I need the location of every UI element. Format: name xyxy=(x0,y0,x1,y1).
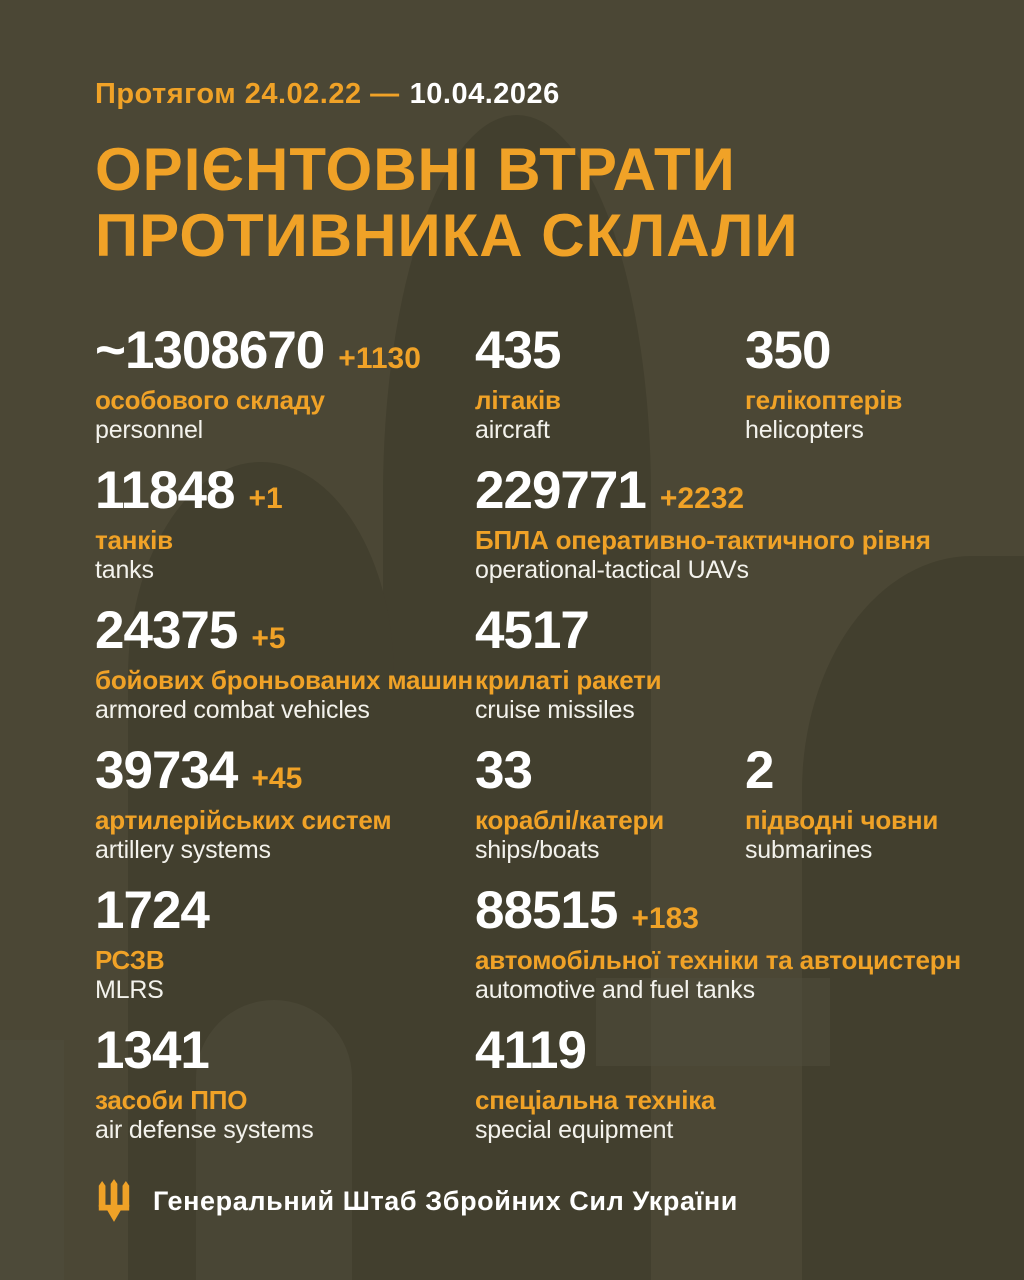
stat-label-uk: БПЛА оперативно-тактичного рівня xyxy=(475,525,931,555)
stat-number-row: 1341 xyxy=(95,1023,475,1079)
stat-label-uk: особового складу xyxy=(95,385,325,415)
stat-block: 2 підводні човни submarines xyxy=(745,743,1004,866)
stat-value: 39734 xyxy=(95,741,238,800)
stat-value: 350 xyxy=(745,321,831,380)
stat-delta: +183 xyxy=(631,902,699,935)
stat-value: 4517 xyxy=(475,601,590,660)
stat-value: 229771 xyxy=(475,461,647,520)
stat-block: 4119 спеціальна техніка special equipmen… xyxy=(475,1023,1004,1146)
stat-block: 1341 засоби ППО air defense systems xyxy=(95,1023,475,1146)
stat-label-uk: РСЗВ xyxy=(95,945,165,975)
stat-block: 1724 РСЗВ MLRS xyxy=(95,883,475,1006)
stat-block: 4517 крилаті ракети cruise missiles xyxy=(475,603,1004,726)
stat-number-row: 4517 xyxy=(475,603,1004,659)
stat-number-row: 350 xyxy=(745,323,1004,379)
stat-label-uk: автомобільної техніки та автоцистерн xyxy=(475,945,961,975)
stat-label-uk: підводні човни xyxy=(745,805,939,835)
stat-label-en: operational-tactical UAVs xyxy=(475,556,749,584)
footer-org: Генеральний Штаб Збройних Сил України xyxy=(153,1185,738,1216)
stat-label-en: tanks xyxy=(95,556,154,584)
stat-label-en: submarines xyxy=(745,836,873,864)
stat-label-en: artillery systems xyxy=(95,836,271,864)
stat-label-en: MLRS xyxy=(95,976,164,1004)
stat-number-row: 4119 xyxy=(475,1023,1004,1079)
stat-value: 88515 xyxy=(475,881,618,940)
stat-label-uk: кораблі/катери xyxy=(475,805,665,835)
stat-label-en: helicopters xyxy=(745,416,864,444)
stat-delta: +1 xyxy=(248,482,283,515)
stat-block: 350 гелікоптерів helicopters xyxy=(745,323,1004,446)
stat-value: 1341 xyxy=(95,1021,210,1080)
stat-label-en: automotive and fuel tanks xyxy=(475,976,755,1004)
stat-number-row: ~1308670 +1130 xyxy=(95,323,475,379)
stat-value: 4119 xyxy=(475,1021,587,1080)
background-light-strip xyxy=(0,1040,64,1280)
stat-label-uk: гелікоптерів xyxy=(745,385,903,415)
stat-block: 229771 +2232 БПЛА оперативно-тактичного … xyxy=(475,463,1004,586)
stat-label-uk: бойових броньованих машин xyxy=(95,665,474,695)
background-light-patch xyxy=(596,978,830,1066)
content-area: Протягом 24.02.22 — 10.04.2026 ОРІЄНТОВН… xyxy=(95,78,1004,1223)
stat-number-row: 33 xyxy=(475,743,745,799)
page-title-line2: ПРОТИВНИКА СКЛАЛИ xyxy=(95,202,799,269)
stat-label-uk: танків xyxy=(95,525,173,555)
stat-label-uk: літаків xyxy=(475,385,561,415)
stat-value: ~1308670 xyxy=(95,321,325,380)
stat-label-en: cruise missiles xyxy=(475,696,635,724)
stat-value: 24375 xyxy=(95,601,238,660)
period-line: Протягом 24.02.22 — 10.04.2026 xyxy=(95,78,1004,111)
stat-number-row: 88515 +183 xyxy=(475,883,1004,939)
stat-delta: +45 xyxy=(251,762,303,795)
background-trident-center-prong xyxy=(383,115,651,1280)
stat-number-row: 39734 +45 xyxy=(95,743,475,799)
stat-label-en: air defense systems xyxy=(95,1116,314,1144)
period-label: Протягом 24.02.22 — xyxy=(95,78,400,110)
stat-block: 11848 +1 танків tanks xyxy=(95,463,475,586)
stat-label-uk: спеціальна техніка xyxy=(475,1085,716,1115)
stat-label-en: personnel xyxy=(95,416,204,444)
stat-block: 39734 +45 артилерійських систем artiller… xyxy=(95,743,475,866)
stat-number-row: 2 xyxy=(745,743,1004,799)
stat-label-en: armored combat vehicles xyxy=(95,696,370,724)
current-date: 10.04.2026 xyxy=(409,78,560,110)
stat-block: 435 літаків aircraft xyxy=(475,323,745,446)
stat-value: 1724 xyxy=(95,881,210,940)
stat-delta: +1130 xyxy=(338,342,421,375)
stat-label-en: special equipment xyxy=(475,1116,674,1144)
stat-label-uk: крилаті ракети xyxy=(475,665,662,695)
stat-block: ~1308670 +1130 особового складу personne… xyxy=(95,323,475,446)
stat-value: 435 xyxy=(475,321,561,380)
stat-block: 24375 +5 бойових броньованих машин armor… xyxy=(95,603,475,726)
stat-block: 88515 +183 автомобільної техніки та авто… xyxy=(475,883,1004,1006)
stat-delta: +5 xyxy=(251,622,286,655)
stats-grid: ~1308670 +1130 особового складу personne… xyxy=(95,323,1004,1163)
stat-number-row: 11848 +1 xyxy=(95,463,475,519)
footer: Генеральний Штаб Збройних Сил України xyxy=(95,1179,1004,1223)
stat-value: 33 xyxy=(475,741,533,800)
background-trident-right-prong xyxy=(802,556,1024,1280)
stat-number-row: 229771 +2232 xyxy=(475,463,1004,519)
stat-label-uk: засоби ППО xyxy=(95,1085,248,1115)
stat-value: 2 xyxy=(745,741,775,800)
tryzub-icon xyxy=(95,1179,133,1223)
stat-label-en: ships/boats xyxy=(475,836,600,864)
stat-value: 11848 xyxy=(95,461,235,520)
stat-label-uk: артилерійських систем xyxy=(95,805,392,835)
stat-block: 33 кораблі/катери ships/boats xyxy=(475,743,745,866)
background-light-arch xyxy=(196,1000,352,1280)
stat-number-row: 1724 xyxy=(95,883,475,939)
stat-number-row: 435 xyxy=(475,323,745,379)
page-title-line1: ОРІЄНТОВНІ ВТРАТИ xyxy=(95,136,736,203)
page-title: ОРІЄНТОВНІ ВТРАТИ ПРОТИВНИКА СКЛАЛИ xyxy=(95,137,1004,269)
stat-label-en: aircraft xyxy=(475,416,550,444)
stat-delta: +2232 xyxy=(659,482,745,515)
stat-number-row: 24375 +5 xyxy=(95,603,475,659)
